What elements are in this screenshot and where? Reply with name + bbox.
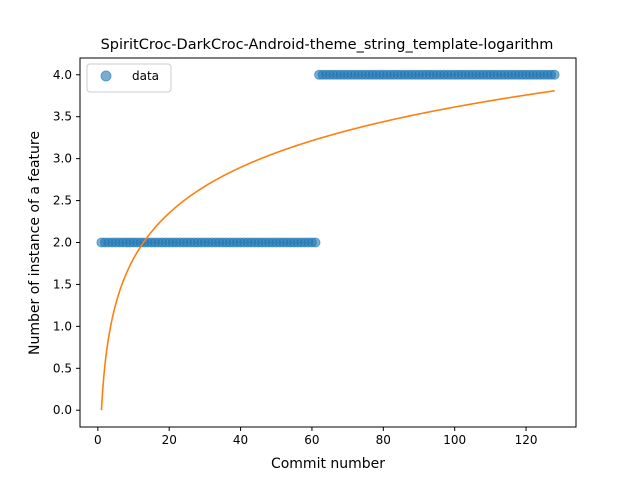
y-tick-label: 1.0	[53, 319, 72, 333]
x-tick-label: 20	[162, 433, 177, 447]
y-tick-label: 0.5	[53, 361, 72, 375]
y-tick-label: 1.5	[53, 277, 72, 291]
x-tick-label: 40	[233, 433, 248, 447]
data-point	[549, 69, 560, 80]
y-tick-label: 3.0	[53, 152, 72, 166]
y-tick-label: 2.0	[53, 236, 72, 250]
y-tick-label: 0.0	[53, 403, 72, 417]
plot-area	[96, 69, 560, 411]
legend: data	[86, 63, 172, 93]
x-tick-label: 60	[304, 433, 319, 447]
y-tick-label: 2.5	[53, 194, 72, 208]
chart-title: SpiritCroc-DarkCroc-Android-theme_string…	[101, 37, 554, 53]
x-tick-label: 120	[515, 433, 538, 447]
y-axis-label: Number of instance of a feature	[27, 131, 43, 355]
data-point	[310, 237, 321, 248]
legend-marker-data	[100, 70, 112, 82]
x-tick-label: 0	[94, 433, 102, 447]
fit-line	[100, 90, 555, 411]
y-tick-label: 3.5	[53, 110, 72, 124]
x-axis-label: Commit number	[271, 456, 385, 472]
y-tick-label: 4.0	[53, 68, 72, 82]
legend-label-data: data	[132, 69, 159, 83]
x-axis-ticks: 0 20 40 60 80 100 120	[94, 427, 537, 447]
x-tick-label: 80	[376, 433, 391, 447]
x-tick-label: 100	[443, 433, 466, 447]
y-axis-ticks: 0.0 0.5 1.0 1.5 2.0 2.5 3.0 3.5 4.0	[53, 68, 80, 417]
axes-frame	[79, 57, 577, 428]
